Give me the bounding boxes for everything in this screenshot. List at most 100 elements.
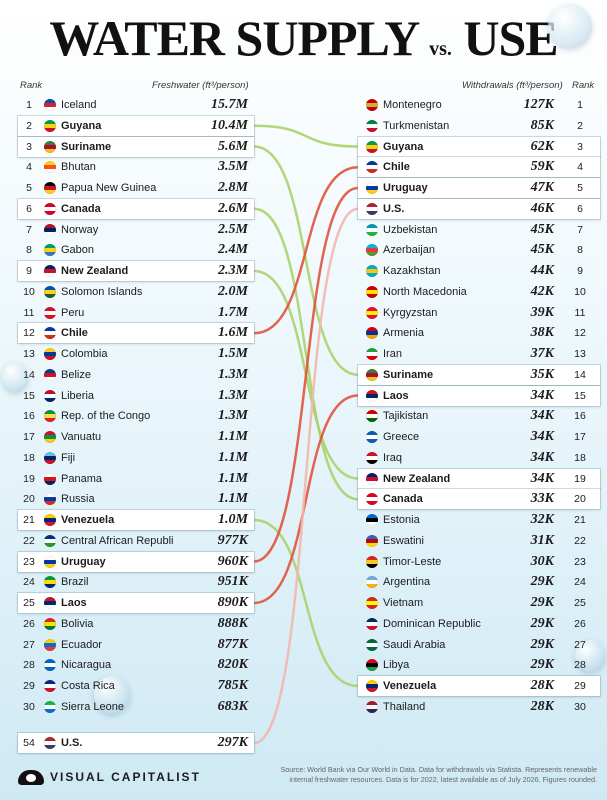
table-row: 11 Peru 1.7M — [18, 303, 254, 323]
flag-icon — [44, 119, 56, 132]
table-row: Armenia 38K 12 — [358, 323, 600, 343]
withdrawal-value: 29K — [530, 636, 554, 652]
rank-number: 5 — [26, 182, 32, 194]
table-row: 1 Iceland 15.7M — [18, 95, 254, 115]
rank-number: 19 — [23, 472, 35, 485]
withdrawal-value: 45K — [530, 242, 554, 258]
table-row: Uzbekistan 45K 7 — [358, 220, 600, 240]
rank-number: 21 — [574, 514, 586, 526]
country-name: Costa Rica — [61, 680, 115, 692]
country-name: Timor-Leste — [383, 555, 442, 568]
country-name: New Zealand — [383, 472, 451, 485]
rank-number: 25 — [23, 597, 35, 609]
rank-number: 10 — [23, 285, 35, 298]
freshwater-value: 2.4M — [218, 242, 248, 258]
flag-icon — [366, 389, 378, 402]
rank-number: 4 — [26, 161, 32, 174]
rank-number: 15 — [23, 389, 35, 402]
rank-number: 14 — [23, 368, 35, 381]
freshwater-value: 1.3M — [218, 387, 248, 403]
flag-icon — [44, 368, 56, 381]
country-name: Iraq — [383, 451, 402, 464]
table-row: 17 Vanuatu 1.1M — [18, 427, 254, 447]
table-row: Timor-Leste 30K 23 — [358, 552, 600, 572]
withdrawal-value: 37K — [530, 346, 554, 361]
flag-icon — [44, 514, 56, 526]
flag-icon — [44, 700, 56, 713]
country-name: Canada — [383, 493, 423, 506]
country-name: Greece — [383, 431, 420, 443]
country-name: Russia — [61, 493, 95, 506]
flag-icon — [44, 680, 56, 692]
withdrawal-value: 33K — [530, 491, 554, 507]
country-name: Bolivia — [61, 617, 94, 630]
table-row: 18 Fiji 1.1M — [18, 448, 254, 468]
country-name: Ecuador — [61, 638, 102, 651]
flag-icon — [366, 161, 378, 174]
rank-number: 7 — [577, 223, 583, 236]
flag-icon — [44, 576, 56, 589]
flag-icon — [44, 202, 56, 215]
rank-number: 1 — [26, 99, 32, 111]
flag-icon — [366, 306, 378, 319]
rank-number: 17 — [23, 431, 35, 443]
rank-number: 18 — [574, 451, 586, 464]
flag-icon — [44, 306, 56, 319]
country-name: Dominican Republic — [383, 617, 481, 630]
table-row: 5 Papua New Guinea 2.8M — [18, 178, 254, 198]
withdrawal-value: 29K — [530, 657, 554, 673]
flag-icon — [44, 182, 56, 194]
flag-icon — [366, 265, 378, 277]
country-name: Eswatini — [383, 534, 424, 547]
rank-number: 23 — [574, 555, 586, 568]
flag-icon — [44, 555, 56, 568]
header-rank-right: Rank — [572, 80, 595, 91]
withdrawal-value: 44K — [530, 263, 554, 278]
rank-number: 14 — [574, 368, 586, 381]
freshwater-value: 1.0M — [218, 512, 248, 527]
flag-icon — [366, 348, 378, 360]
flag-icon — [44, 431, 56, 443]
flag-icon — [366, 493, 378, 506]
freshwater-value: 683K — [217, 698, 248, 714]
flag-icon — [366, 576, 378, 589]
rank-number: 27 — [574, 638, 586, 651]
withdrawal-value: 29K — [530, 615, 554, 631]
table-row: Argentina 29K 24 — [358, 572, 600, 592]
rank-number: 22 — [574, 534, 586, 547]
connector-laos — [252, 394, 360, 605]
title-vs: vs. — [429, 38, 452, 60]
table-row: 10 Solomon Islands 2.0M — [18, 282, 254, 302]
freshwater-value: 2.8M — [218, 180, 248, 195]
rank-number: 21 — [23, 514, 35, 526]
rank-number: 3 — [26, 140, 32, 153]
table-row: 19 Panama 1.1M — [18, 469, 254, 489]
header-withdrawals: Withdrawals (ft³/person) — [462, 80, 563, 91]
country-name: Chile — [383, 161, 410, 174]
rank-number: 1 — [577, 99, 583, 111]
flag-icon — [366, 327, 378, 340]
table-row: 2 Guyana 10.4M — [18, 115, 254, 136]
rank-number: 20 — [574, 493, 586, 506]
table-row: 54 U.S. 297K — [18, 733, 254, 753]
rank-number: 28 — [574, 659, 586, 672]
rank-number: 12 — [574, 327, 586, 340]
country-name: Sierra Leone — [61, 700, 124, 713]
table-row: 20 Russia 1.1M — [18, 489, 254, 509]
connector-venezuela — [252, 518, 360, 688]
flag-icon — [44, 99, 56, 111]
country-name: Guyana — [383, 140, 424, 153]
withdrawal-value: 30K — [530, 553, 554, 569]
freshwater-value: 1.5M — [218, 346, 248, 361]
table-row: Azerbaijan 45K 8 — [358, 240, 600, 260]
flag-icon — [44, 617, 56, 630]
rank-number: 15 — [574, 389, 586, 402]
table-row: Canada 33K 20 — [358, 489, 600, 510]
flag-icon — [366, 555, 378, 568]
freshwater-value: 1.6M — [218, 325, 248, 341]
table-row: 22 Central African Republic 977K — [18, 531, 254, 551]
rank-number: 13 — [23, 348, 35, 360]
flag-icon — [366, 659, 378, 672]
withdrawal-value: 46K — [530, 200, 554, 216]
country-name: Turkmenistan — [383, 119, 450, 132]
